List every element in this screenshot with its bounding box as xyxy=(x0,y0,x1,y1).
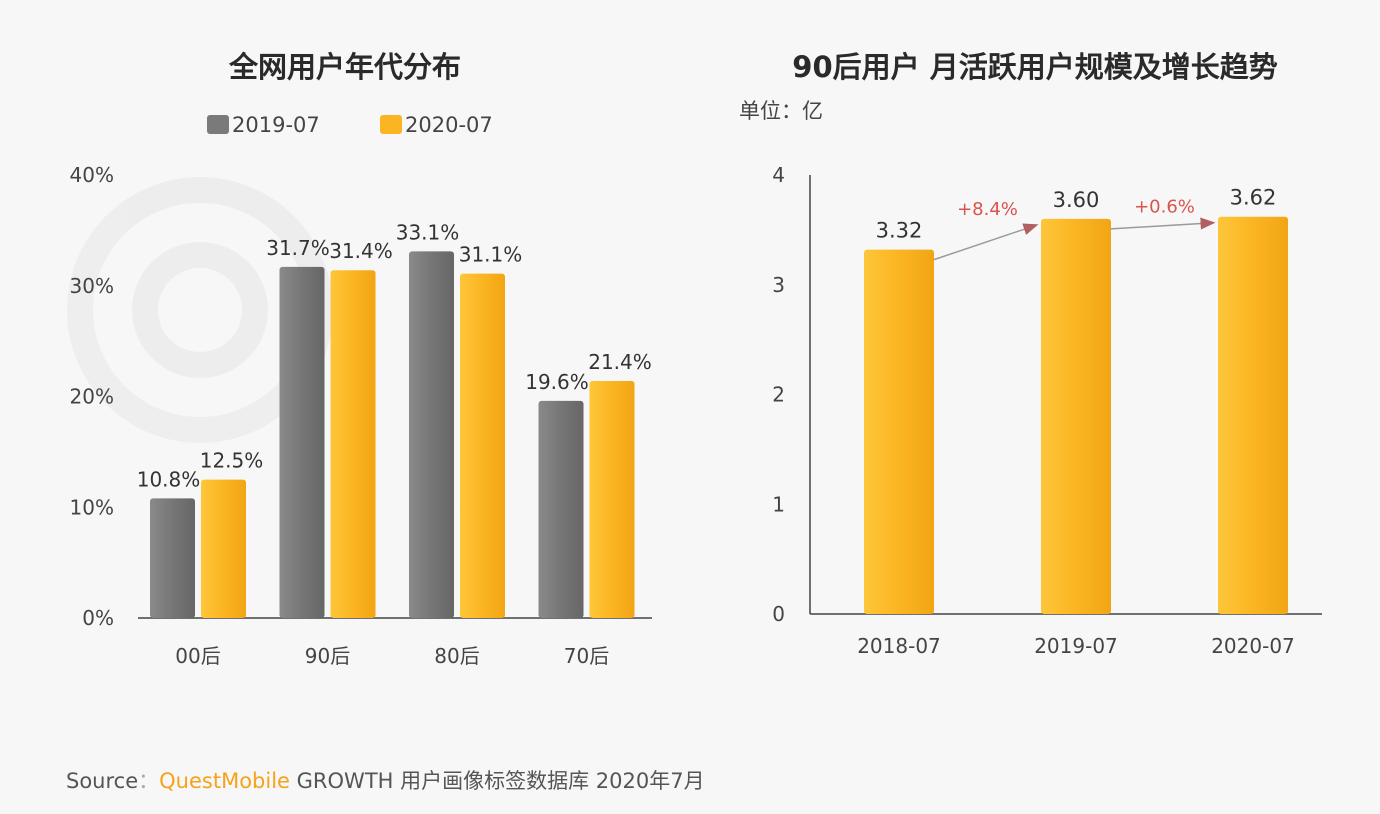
source-brand: QuestMobile xyxy=(159,769,290,793)
bar-2020-07-80后 xyxy=(460,273,505,618)
left-x-tick-label: 90后 xyxy=(305,644,350,668)
left-y-tick-label: 0% xyxy=(82,606,114,630)
source-text: GROWTH 用户画像标签数据库 2020年7月 xyxy=(296,769,705,793)
bar-value-label: 33.1% xyxy=(396,220,460,244)
growth-arrow xyxy=(933,223,1039,261)
growth-label: +0.6% xyxy=(1134,197,1195,218)
right-chart-title: 90后用户 月活跃用户规模及增长趋势 xyxy=(792,50,1277,84)
bar-2019-07 xyxy=(1041,218,1111,614)
left-y-tick-label: 40% xyxy=(70,163,114,187)
left-y-tick-label: 10% xyxy=(70,495,114,519)
source-note: Source：QuestMobile GROWTH 用户画像标签数据库 2020… xyxy=(66,765,705,795)
bar-value-label: 3.32 xyxy=(876,219,923,243)
legend-label-2019: 2019-07 xyxy=(232,113,320,137)
left-y-tick-label: 20% xyxy=(70,385,114,409)
growth-label: +8.4% xyxy=(957,199,1018,220)
right-y-axis: 0 1 2 3 4 xyxy=(772,163,785,626)
right-y-tick-label: 2 xyxy=(772,383,785,407)
left-bars: 10.8%12.5% 31.7% 31.4%33.1%31.1% 19.6%21.4% xyxy=(137,220,652,619)
bar-value-label: 12.5% xyxy=(200,449,264,473)
right-y-tick-label: 3 xyxy=(772,273,785,297)
right-y-tick-label: 1 xyxy=(772,492,785,516)
left-x-tick-label: 00后 xyxy=(175,644,220,668)
source-label: Source xyxy=(66,769,139,793)
left-legend: 2019-07 2020-07 xyxy=(207,113,493,137)
bar-value-label: 31.4% xyxy=(329,239,393,263)
bar-value-label: 3.60 xyxy=(1053,188,1100,212)
bar-2019-07-70后 xyxy=(538,400,584,618)
right-y-tick-label: 0 xyxy=(772,602,785,626)
right-x-axis: 2018-07 2019-07 2020-07 xyxy=(857,634,1295,658)
left-x-axis: 00后 90后 80后 70后 xyxy=(175,644,609,668)
left-chart: 全网用户年代分布 2019-07 2020-07 0%10%20%30%40% … xyxy=(70,50,652,668)
legend-label-2020: 2020-07 xyxy=(405,113,493,137)
bar-value-label: 10.8% xyxy=(137,467,201,491)
bar-2019-07-00后 xyxy=(150,498,195,618)
bar-2020-07-90后 xyxy=(330,270,376,618)
bar-2019-07-80后 xyxy=(409,251,454,619)
bar-2020-07-00后 xyxy=(201,479,246,618)
bar-2019-07-90后 xyxy=(279,266,325,618)
bar-value-label: 3.62 xyxy=(1230,186,1277,210)
legend-swatch-2019 xyxy=(207,115,229,134)
growth-arrow xyxy=(1110,217,1216,230)
bar-value-label: 21.4% xyxy=(588,350,652,374)
left-chart-title: 全网用户年代分布 xyxy=(228,50,461,84)
left-x-tick-label: 80后 xyxy=(434,644,479,668)
bar-2018-07 xyxy=(864,249,934,614)
right-bars: 3.32 3.60 3.62 xyxy=(864,186,1288,614)
right-x-tick-label: 2018-07 xyxy=(857,634,941,658)
legend-swatch-2020 xyxy=(380,115,402,134)
right-x-tick-label: 2020-07 xyxy=(1211,634,1295,658)
bar-value-label: 19.6% xyxy=(525,370,589,394)
left-y-tick-label: 30% xyxy=(70,274,114,298)
source-separator: ： xyxy=(138,769,160,793)
bar-2020-07 xyxy=(1218,216,1288,614)
unit-label: 单位：亿 xyxy=(739,99,823,123)
bar-2020-07-70后 xyxy=(589,380,635,618)
bar-value-label: 31.1% xyxy=(459,243,523,267)
right-y-tick-label: 4 xyxy=(772,163,785,187)
bar-value-label: 31.7% xyxy=(266,236,330,260)
growth-annotations: +8.4% +0.6% xyxy=(933,197,1216,261)
right-x-tick-label: 2019-07 xyxy=(1034,634,1118,658)
left-x-tick-label: 70后 xyxy=(564,644,609,668)
left-y-axis: 0% 10% 20% 30% 40% xyxy=(70,163,114,630)
